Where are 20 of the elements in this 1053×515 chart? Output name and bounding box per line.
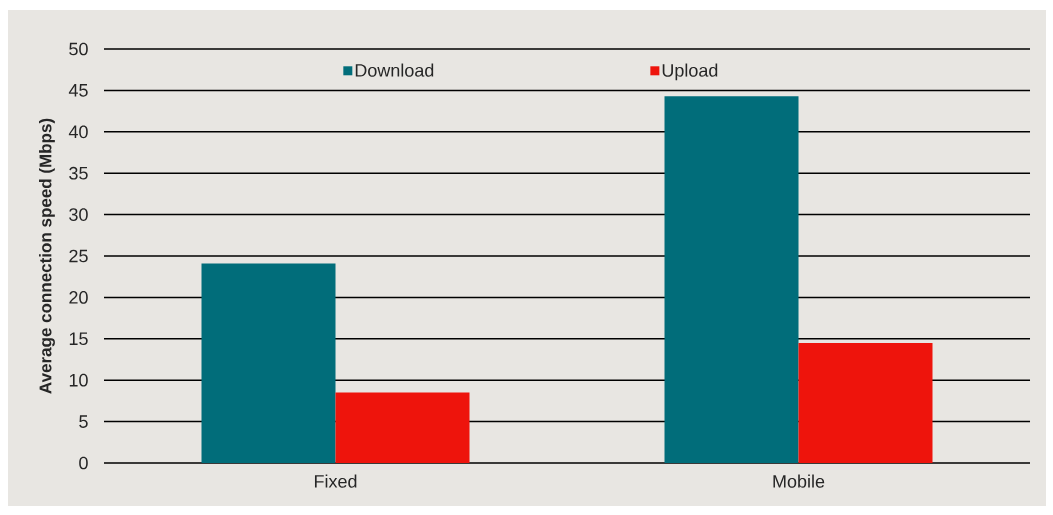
y-tick-label: 0 [79,456,88,470]
y-tick-label: 15 [69,332,88,346]
y-tick-label: 10 [69,373,88,387]
y-axis-title: Average connection speed (Mbps) [39,118,55,394]
y-tick-label: 5 [79,415,88,428]
y-tick-label: 25 [69,249,88,263]
y-tick-label: 35 [69,166,88,180]
x-tick-label: Fixed [314,474,357,488]
y-tick-label: 50 [69,42,88,56]
legend-label: Download [355,63,434,77]
bar [201,263,336,463]
y-tick-label: 30 [69,208,88,221]
legend-label: Upload [662,63,718,81]
x-tick-label: Mobile [773,474,825,488]
y-tick-label: 45 [68,84,88,97]
bar [664,96,799,463]
y-tick-label: 20 [69,291,88,304]
bar [335,392,470,463]
y-tick-label: 40 [68,125,88,139]
bar [798,342,933,463]
